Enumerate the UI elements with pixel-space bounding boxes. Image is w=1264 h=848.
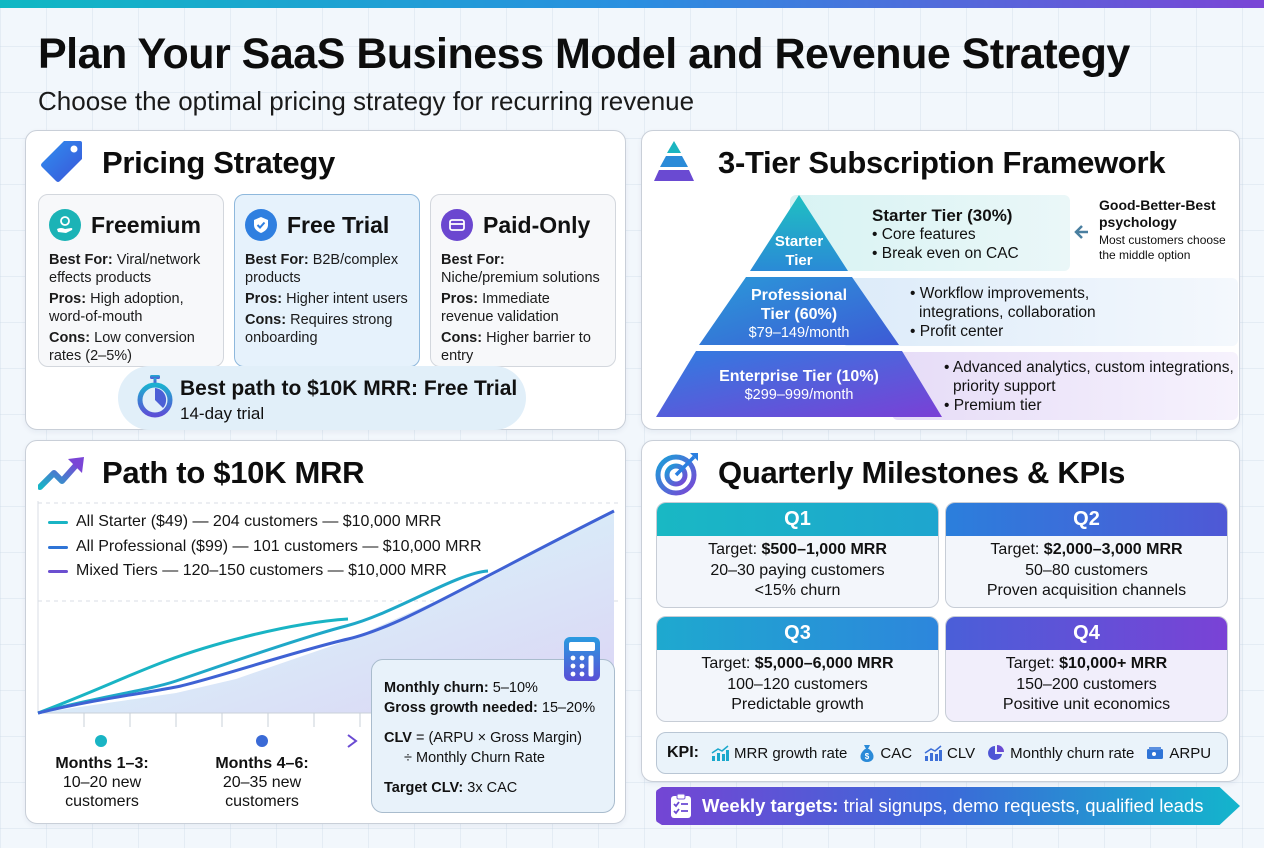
kpi-cac: $ CAC [859, 744, 912, 762]
enterprise-pyramid-label: Enterprise Tier (10%) $299–999/month [719, 368, 879, 403]
cons-text: Cons: Requires strong onboarding [245, 312, 393, 346]
unit-economics-box: Monthly churn: 5–10% Gross growth needed… [371, 659, 615, 813]
page-title: Plan Your SaaS Business Model and Revenu… [38, 30, 1130, 78]
shield-check-icon [245, 209, 277, 241]
quarter-body: Target: $5,000–6,000 MRR 100–120 custome… [701, 655, 894, 713]
growth-timeline [95, 734, 358, 748]
best-for-text: Best For: B2B/complex products [245, 252, 399, 286]
quarter-card-q3: Q3 Target: $5,000–6,000 MRR 100–120 cust… [656, 616, 939, 722]
pricing-card-paid-only[interactable]: Paid-Only Best For: Niche/premium soluti… [430, 194, 616, 367]
quarter-body: Target: $10,000+ MRR 150–200 customers Po… [1002, 655, 1171, 713]
page-subtitle: Choose the optimal pricing strategy for … [38, 86, 695, 116]
arrow-left-icon [1074, 225, 1088, 239]
trending-up-icon [38, 457, 84, 490]
quarterly-milestones-title: Quarterly Milestones & KPIs [718, 455, 1126, 490]
bar-growth-icon [924, 745, 943, 761]
top-accent-bar [0, 0, 1264, 8]
tier-pyramid [656, 195, 942, 417]
svg-text:$: $ [865, 752, 870, 761]
legend-swatch [48, 520, 68, 524]
pros-text: Pros: Higher intent users [245, 291, 408, 307]
professional-pyramid-label: Professional Tier (60%) $79–149/month [748, 287, 850, 341]
pricing-card-name: Free Trial [287, 211, 390, 238]
kpi-bar: KPI: MRR growth rate $ CAC CLV Monthly c… [656, 732, 1228, 774]
pricing-strategy-title: Pricing Strategy [102, 145, 335, 180]
hand-coin-icon [49, 209, 81, 241]
quarter-header: Q3 [657, 617, 938, 650]
cons-text: Cons: Higher barrier to entry [441, 330, 591, 364]
quarter-header: Q4 [946, 617, 1227, 650]
tier-framework-title: 3-Tier Subscription Framework [718, 145, 1166, 180]
pros-text: Pros: High adoption, word-of-mouth [49, 291, 184, 325]
target-icon [655, 453, 698, 496]
kpi-clv: CLV [924, 745, 975, 762]
best-path-subtitle: 14-day trial [180, 404, 265, 423]
quarter-card-q1: Q1 Target: $500–1,000 MRR 20–30 paying c… [656, 502, 939, 608]
weekly-targets-banner: Weekly targets: trial signups, demo requ… [656, 787, 1240, 825]
starter-pyramid-label: Starter Tier [774, 233, 824, 269]
pie-chart-icon [988, 745, 1005, 760]
calculator-icon [564, 637, 600, 681]
pricing-card-free-trial[interactable]: Free Trial Best For: B2B/complex product… [234, 194, 420, 367]
best-for-text: Best For: Viral/network effects products [49, 252, 201, 286]
enterprise-tier-details: • Advanced analytics, custom integration… [944, 359, 1234, 414]
professional-tier-band [842, 278, 1238, 346]
best-path-callout: Best path to $10K MRR: Free Trial 14-day… [118, 366, 526, 430]
pricing-card-name: Paid-Only [483, 211, 591, 238]
starter-tier-details: Starter Tier (30%) • Core features • Bre… [872, 206, 1019, 262]
timeline-months-1-3: Months 1–3: 10–20 new customers [55, 755, 149, 810]
pros-text: Pros: Immediate revenue validation [441, 291, 559, 325]
kpi-arpu: ARPU [1146, 745, 1211, 762]
pricing-card-freemium[interactable]: Freemium Best For: Viral/network effects… [38, 194, 224, 367]
pyramid-icon [654, 141, 694, 181]
stopwatch-icon [137, 375, 173, 418]
timeline-months-4-6: Months 4–6: 20–35 new customers [215, 755, 309, 810]
bar-growth-icon [711, 745, 729, 761]
pricing-card-name: Freemium [91, 211, 201, 238]
path-to-mrr-title: Path to $10K MRR [102, 455, 365, 490]
clipboard-checklist-icon [671, 793, 691, 818]
pricing-strategy-panel: Pricing Strategy Freemium Best For: Vira… [25, 130, 626, 430]
quarter-card-q2: Q2 Target: $2,000–3,000 MRR 50–80 custom… [945, 502, 1228, 608]
quarter-header: Q1 [657, 503, 938, 536]
legend-item-all-starter: All Starter ($49) — 204 customers — $10,… [48, 513, 441, 531]
kpi-monthly-churn-rate: Monthly churn rate [987, 744, 1134, 762]
legend-item-all-professional: All Professional ($99) — 101 customers —… [48, 538, 482, 556]
quarterly-milestones-panel: Quarterly Milestones & KPIs Q1 Target: $… [641, 440, 1240, 782]
legend-swatch [48, 569, 68, 573]
quarter-card-q4: Q4 Target: $10,000+ MRR 150–200 customer… [945, 616, 1228, 722]
enterprise-tier-band [892, 352, 1238, 420]
good-better-best-callout: Good-Better-Best psychology Most custome… [1099, 197, 1226, 262]
kpi-label: KPI: [667, 744, 699, 761]
quarter-header: Q2 [946, 503, 1227, 536]
best-path-title: Best path to $10K MRR: Free Trial [180, 377, 518, 400]
price-tag-icon [41, 141, 82, 182]
legend-item-mixed-tiers: Mixed Tiers — 120–150 customers — $10,00… [48, 562, 447, 580]
quarter-body: Target: $2,000–3,000 MRR 50–80 customers… [986, 541, 1187, 599]
legend-swatch [48, 545, 68, 549]
cons-text: Cons: Low conversion rates (2–5%) [49, 330, 195, 364]
money-bag-icon: $ [860, 745, 874, 762]
quarter-body: Target: $500–1,000 MRR 20–30 paying cust… [708, 541, 887, 599]
best-for-text: Best For: Niche/premium solutions [441, 252, 600, 286]
tier-framework-panel: 3-Tier Subscription Framework Starter Tie… [641, 130, 1240, 430]
wallet-icon [1147, 747, 1164, 759]
kpi-mrr-growth-rate: MRR growth rate [711, 745, 847, 762]
professional-tier-details: • Workflow improvements, integrations, c… [910, 285, 1096, 340]
path-to-mrr-panel: Path to $10K MRR All Starter ($49) — 204… [25, 440, 626, 824]
credit-card-icon [441, 209, 473, 241]
